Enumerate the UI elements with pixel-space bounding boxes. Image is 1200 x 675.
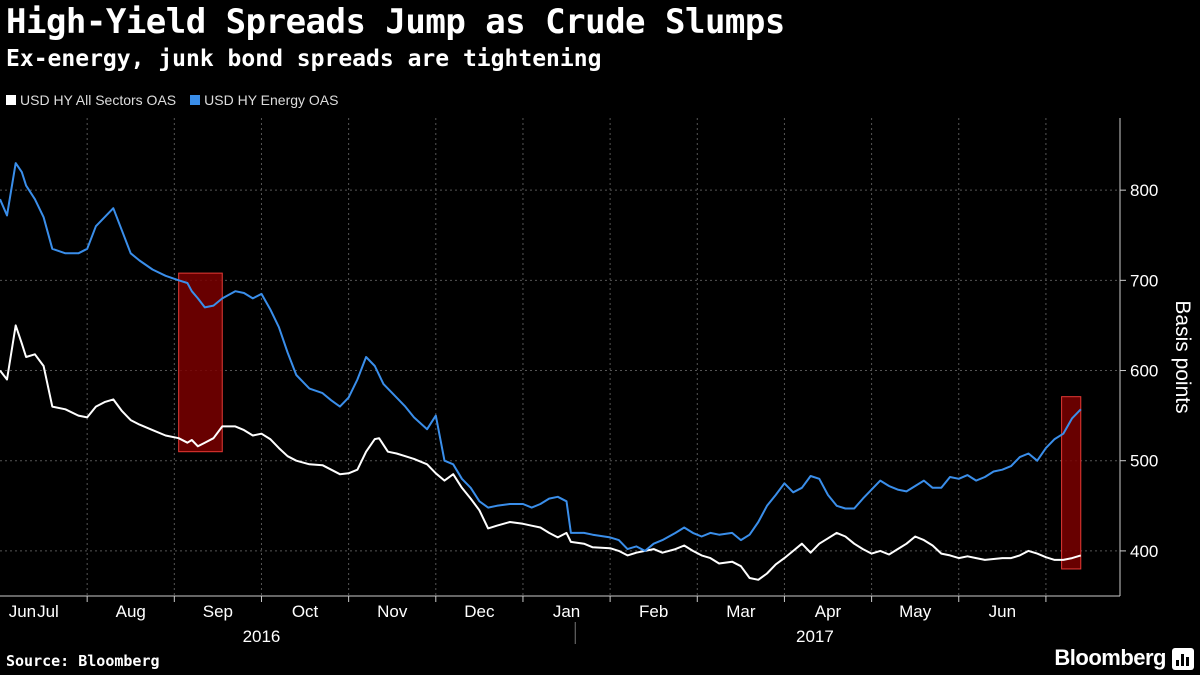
brand-logo: Bloomberg [1054, 645, 1166, 670]
chart-title: High-Yield Spreads Jump as Crude Slumps [6, 2, 785, 42]
highlight-box-1 [1061, 396, 1082, 570]
x-tick-label-jun-12: Jun [989, 602, 1016, 621]
year-label-2016: 2016 [243, 627, 281, 646]
x-tick-label-may-11: May [899, 602, 932, 621]
x-tick-label-oct-4: Oct [292, 602, 319, 621]
y-tick-label-400: 400 [1130, 542, 1158, 561]
y-tick-label-600: 600 [1130, 362, 1158, 381]
legend-item-all-sectors: USD HY All Sectors OAS [6, 92, 176, 108]
x-tick-label-feb-8: Feb [639, 602, 668, 621]
legend-label-all-sectors: USD HY All Sectors OAS [20, 92, 177, 108]
x-tick-label-jul-1: Jul [37, 602, 59, 621]
y-axis-title: Basis points [1171, 300, 1194, 413]
legend-label-energy: USD HY Energy OAS [204, 92, 339, 108]
series-line-energy [0, 162, 1082, 552]
x-tick-label-aug-2: Aug [116, 602, 146, 621]
series-line-all-sectors [0, 324, 1082, 581]
legend: USD HY All Sectors OAS USD HY Energy OAS [6, 92, 339, 108]
legend-swatch-all-sectors [6, 95, 16, 105]
x-tick-label-nov-5: Nov [377, 602, 408, 621]
x-tick-label-jan-7: Jan [553, 602, 580, 621]
source-note: Source: Bloomberg [6, 652, 160, 670]
highlight-box-0 [178, 272, 223, 453]
x-tick-label-mar-9: Mar [726, 602, 756, 621]
y-tick-label-700: 700 [1130, 271, 1158, 290]
y-tick-label-800: 800 [1130, 181, 1158, 200]
chart-subtitle: Ex-energy, junk bond spreads are tighten… [6, 46, 602, 72]
y-tick-label-500: 500 [1130, 452, 1158, 471]
legend-item-energy: USD HY Energy OAS [190, 92, 339, 108]
x-tick-label-sep-3: Sep [203, 602, 233, 621]
x-tick-label-dec-6: Dec [464, 602, 495, 621]
year-label-2017: 2017 [796, 627, 834, 646]
legend-swatch-energy [190, 95, 201, 105]
x-tick-label-jun-0: Jun [9, 602, 36, 621]
x-tick-label-apr-10: Apr [815, 602, 842, 621]
bloomberg-logo-icon [1172, 648, 1194, 670]
